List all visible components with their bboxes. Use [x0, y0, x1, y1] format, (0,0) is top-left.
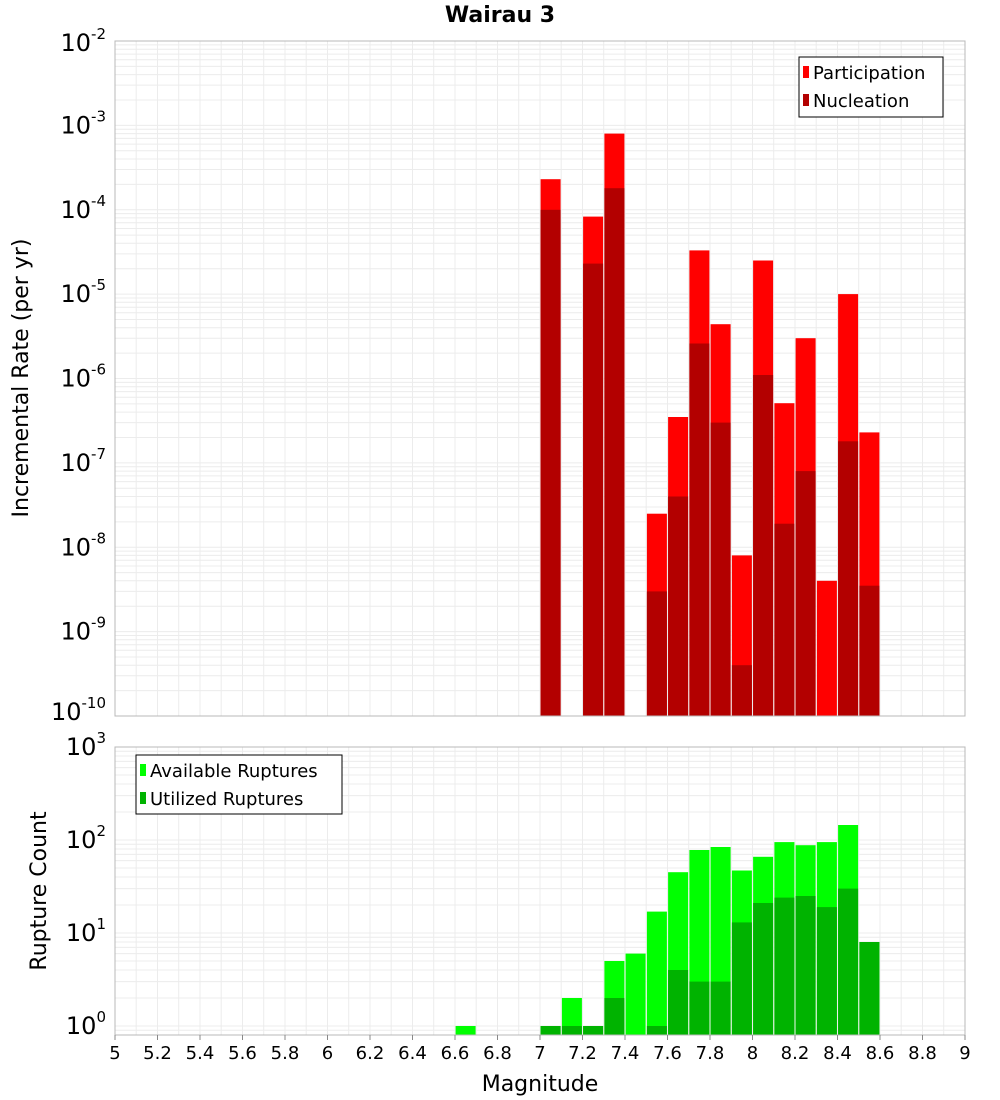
top-bar-nucleation — [689, 343, 710, 716]
top-legend-box — [798, 56, 944, 118]
top-y-tick-label: 10-4 — [60, 192, 106, 224]
bottom-y-tick-label: 102 — [66, 822, 106, 854]
bottom-bar-utilized-ruptures — [795, 896, 816, 1035]
x-tick-label: 5.4 — [186, 1043, 215, 1064]
top-y-tick-label: 10-3 — [60, 107, 106, 139]
top-bar-nucleation — [668, 496, 689, 716]
top-y-tick-label: 10-10 — [51, 694, 106, 726]
bottom-legend-box — [135, 754, 343, 815]
top-bar-nucleation — [583, 263, 604, 716]
legend-swatch-available-ruptures — [140, 764, 146, 776]
top-bar-nucleation — [753, 375, 774, 716]
x-tick-label: 5.2 — [143, 1043, 172, 1064]
top-y-tick-label: 10-5 — [60, 276, 106, 308]
top-y-tick-label: 10-2 — [60, 25, 106, 57]
top-bar-nucleation — [540, 209, 561, 717]
bottom-bar-utilized-ruptures — [540, 1026, 561, 1035]
x-tick-label: 6 — [322, 1043, 333, 1064]
x-tick-label: 7.4 — [611, 1043, 640, 1064]
bottom-y-tick-label: 100 — [66, 1008, 106, 1040]
x-tick-label: 6.2 — [356, 1043, 385, 1064]
x-tick-label: 5.8 — [271, 1043, 300, 1064]
top-y-axis-label: Incremental Rate (per yr) — [9, 239, 34, 518]
legend-label-available-ruptures: Available Ruptures — [150, 761, 318, 782]
bottom-bar-utilized-ruptures — [710, 981, 731, 1035]
bottom-bar-available-ruptures — [455, 1026, 476, 1035]
legend-label-participation: Participation — [813, 63, 925, 84]
top-bar-nucleation — [731, 665, 752, 716]
bottom-bar-available-ruptures — [561, 998, 582, 1035]
legend-swatch-participation — [803, 66, 809, 78]
top-bar-nucleation — [795, 471, 816, 716]
top-y-tick-label: 10-7 — [60, 445, 106, 477]
top-legend: Participation Nucleation — [798, 56, 944, 118]
bottom-bar-utilized-ruptures — [561, 1026, 582, 1035]
bottom-bar-utilized-ruptures — [646, 1026, 667, 1035]
x-tick-label: 7.6 — [653, 1043, 682, 1064]
x-tick-label: 9 — [959, 1043, 970, 1064]
x-tick-label: 6.8 — [483, 1043, 512, 1064]
top-bar-participation — [816, 580, 837, 716]
x-tick-label: 7.2 — [568, 1043, 597, 1064]
x-tick-label: 7.8 — [696, 1043, 725, 1064]
x-tick-label: 6.6 — [441, 1043, 470, 1064]
x-tick-label: 8.6 — [866, 1043, 895, 1064]
top-bar-nucleation — [710, 422, 731, 716]
top-bar-nucleation — [646, 591, 667, 716]
top-plot-frame — [114, 40, 966, 717]
x-tick-label: 8.4 — [823, 1043, 852, 1064]
x-tick-label: 8 — [747, 1043, 758, 1064]
top-plot-grid — [114, 41, 966, 717]
bottom-bar-utilized-ruptures — [583, 1026, 604, 1035]
bottom-plot-y-ticks: 103 102 101 100 — [66, 729, 106, 1040]
x-tick-label: 8.2 — [781, 1043, 810, 1064]
bottom-bar-utilized-ruptures — [816, 907, 837, 1035]
bottom-bar-available-ruptures — [625, 953, 646, 1035]
top-bar-nucleation — [774, 523, 795, 716]
top-bar-nucleation — [859, 585, 880, 716]
bottom-bar-utilized-ruptures — [668, 970, 689, 1035]
x-tick-label: 5.6 — [228, 1043, 257, 1064]
bottom-y-axis-label: Rupture Count — [27, 811, 52, 971]
x-tick-label: 5 — [109, 1043, 120, 1064]
chart-title: Wairau 3 — [445, 3, 555, 28]
legend-label-nucleation: Nucleation — [813, 91, 909, 112]
bottom-bar-utilized-ruptures — [731, 922, 752, 1035]
bottom-bar-utilized-ruptures — [753, 903, 774, 1035]
bottom-plot-bars — [455, 825, 880, 1035]
top-y-tick-label: 10-6 — [60, 361, 106, 393]
top-plot-bars — [540, 133, 880, 717]
legend-label-utilized-ruptures: Utilized Ruptures — [150, 789, 303, 810]
bottom-bar-utilized-ruptures — [774, 897, 795, 1035]
bottom-bar-utilized-ruptures — [604, 998, 625, 1035]
top-bar-nucleation — [604, 188, 625, 716]
x-tick-label: 7 — [534, 1043, 545, 1064]
bottom-y-tick-label: 103 — [66, 729, 106, 761]
top-bar-nucleation — [838, 441, 859, 716]
bottom-bar-utilized-ruptures — [689, 981, 710, 1035]
legend-swatch-utilized-ruptures — [140, 792, 146, 804]
legend-swatch-nucleation — [803, 94, 809, 106]
x-axis-label: Magnitude — [482, 1072, 599, 1097]
bottom-bar-utilized-ruptures — [838, 888, 859, 1035]
top-y-tick-label: 10-9 — [60, 614, 106, 646]
bottom-bar-utilized-ruptures — [859, 942, 880, 1035]
bottom-bar-available-ruptures — [646, 911, 667, 1035]
top-plot-y-ticks: 10-2 10-3 10-4 10-5 10-6 10-7 10-8 10-9 10-10 — [51, 25, 106, 726]
bottom-legend: Available Ruptures Utilized Ruptures — [135, 754, 343, 815]
x-tick-label: 6.4 — [398, 1043, 427, 1064]
bottom-y-tick-label: 101 — [66, 915, 106, 947]
top-y-tick-label: 10-8 — [60, 529, 106, 561]
x-tick-label: 8.8 — [908, 1043, 937, 1064]
x-axis-ticks: 5 5.2 5.4 5.6 5.8 6 6.2 6.4 6.6 6.8 7 7.2 7.4 7.6 7.8 8… — [109, 1035, 971, 1064]
